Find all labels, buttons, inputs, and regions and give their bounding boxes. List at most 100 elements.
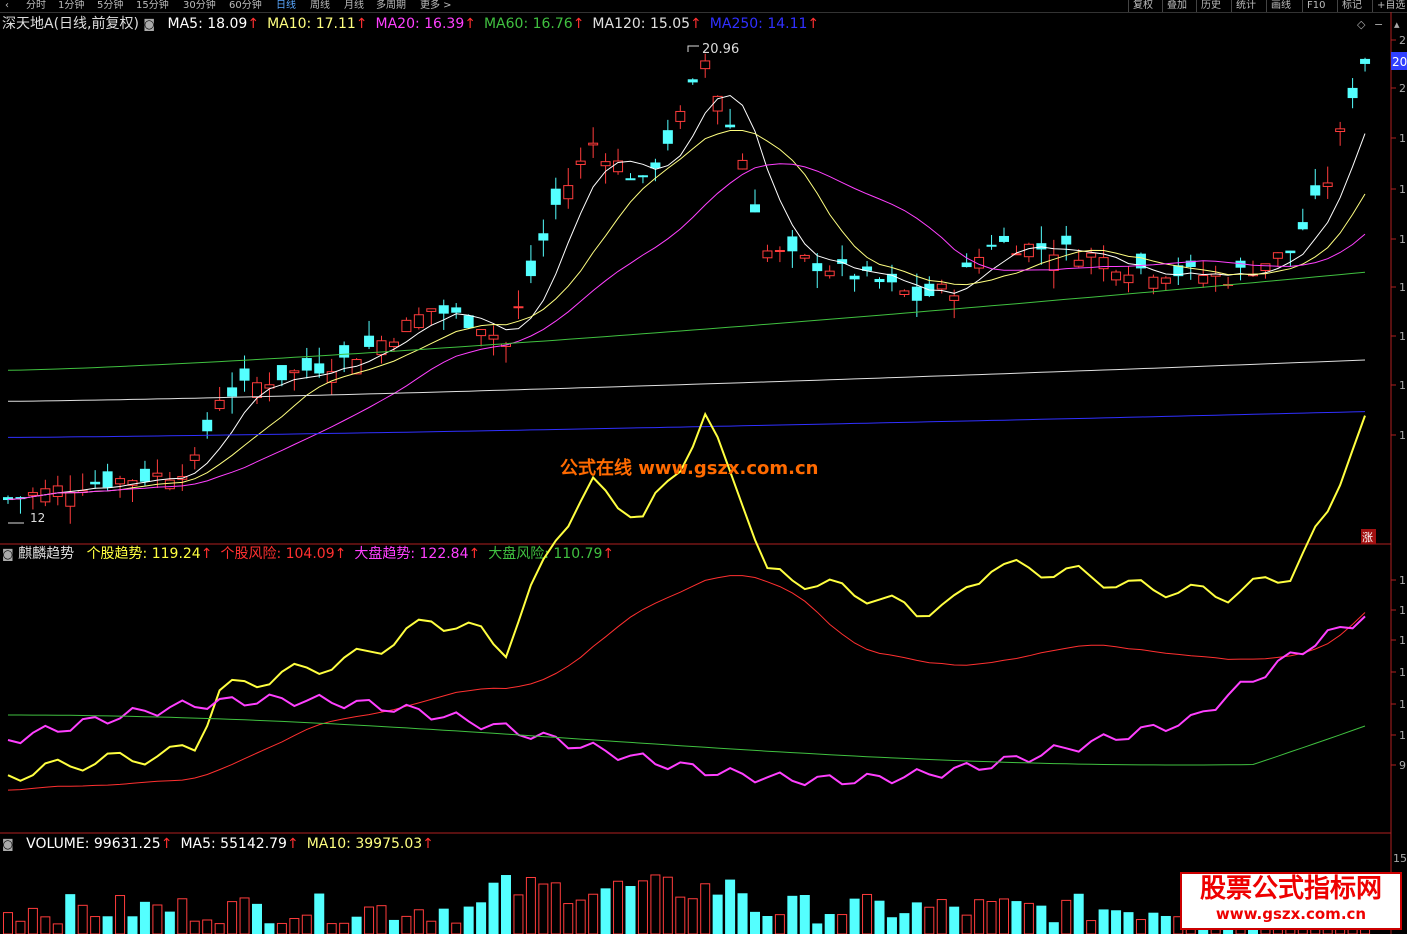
tab-8[interactable]: 月线 bbox=[344, 0, 364, 11]
indicator-axis-mark: 1 bbox=[1399, 698, 1406, 711]
volume-bar bbox=[264, 923, 275, 934]
tab-6[interactable]: 日线 bbox=[276, 0, 296, 11]
candle-body bbox=[1360, 58, 1371, 64]
up-arrow-icon: ↑ bbox=[422, 836, 434, 852]
candle-body bbox=[1111, 271, 1122, 281]
toolbar-button-4[interactable]: 画线 bbox=[1266, 0, 1295, 12]
indicator-axis-mark: 9 bbox=[1399, 759, 1406, 772]
collapse-icon[interactable]: ◙ bbox=[2, 837, 14, 851]
watermark-corner-url: www.gszx.com.cn bbox=[1215, 905, 1367, 923]
tab-0[interactable]: 分时 bbox=[26, 0, 46, 11]
candle-body bbox=[289, 370, 300, 374]
volume-bar bbox=[899, 913, 910, 934]
ma-lines bbox=[7, 94, 1366, 500]
toolbar-button-3[interactable]: 统计 bbox=[1231, 0, 1260, 12]
volume-bar bbox=[774, 914, 785, 934]
candle-body bbox=[874, 278, 885, 283]
toolbar-button-5[interactable]: F10 bbox=[1302, 0, 1329, 12]
toolbar-button-2[interactable]: 历史 bbox=[1196, 0, 1225, 12]
indicator-axis-mark: 1 bbox=[1399, 634, 1406, 647]
up-arrow-icon: ↑ bbox=[200, 546, 213, 562]
candle-body bbox=[1086, 252, 1097, 258]
volume-bar bbox=[139, 901, 150, 934]
toolbar-button-7[interactable]: +自选 bbox=[1372, 0, 1407, 12]
up-arrow-icon: ↑ bbox=[334, 546, 347, 562]
volume-bar bbox=[252, 903, 262, 934]
volume-bar bbox=[90, 916, 101, 934]
candle-body bbox=[750, 204, 760, 213]
candle-body bbox=[1322, 182, 1333, 187]
volume-bar bbox=[339, 922, 350, 934]
toolbar-button-1[interactable]: 叠加 bbox=[1162, 0, 1191, 12]
tab-4[interactable]: 30分钟 bbox=[183, 0, 216, 11]
volume-bar bbox=[837, 914, 848, 934]
indicator-axis-mark: 1 bbox=[1399, 604, 1406, 617]
volume-bar bbox=[177, 898, 188, 934]
up-arrow-icon: ↑ bbox=[286, 836, 299, 852]
watermark-corner-title: 股票公式指标网 bbox=[1199, 874, 1382, 904]
tab-3[interactable]: 15分钟 bbox=[136, 0, 169, 11]
tab-5[interactable]: 60分钟 bbox=[229, 0, 262, 11]
candle-body bbox=[27, 492, 38, 496]
candle-body bbox=[787, 236, 798, 252]
candle-body bbox=[426, 308, 437, 312]
candle-body bbox=[1123, 274, 1134, 284]
price-axis-mark: 1 bbox=[1399, 330, 1406, 343]
volume-bar bbox=[750, 911, 760, 934]
candle-body bbox=[862, 266, 873, 271]
candle-body bbox=[824, 270, 835, 277]
toolbar-button-0[interactable]: 复权 bbox=[1128, 0, 1157, 12]
volume-bar bbox=[986, 900, 997, 934]
volume-bar bbox=[463, 906, 474, 934]
toolbar-button-6[interactable]: 标记 bbox=[1337, 0, 1366, 12]
candle-body bbox=[3, 497, 13, 501]
watermark-center: 公式在线 www.gszx.com.cn bbox=[560, 458, 819, 479]
minus-icon[interactable]: − bbox=[1374, 18, 1383, 31]
candle-body bbox=[762, 250, 773, 259]
back-arrow-icon[interactable]: ‹ bbox=[5, 0, 9, 11]
watermark-corner: 股票公式指标网 www.gszx.com.cn bbox=[1180, 872, 1402, 930]
candle-body bbox=[1160, 277, 1171, 284]
volume-bar bbox=[662, 876, 673, 934]
up-arrow-icon: ↑ bbox=[160, 836, 173, 852]
candle-body bbox=[1285, 250, 1296, 254]
volume-bar bbox=[1073, 893, 1084, 934]
volume-bar bbox=[675, 896, 686, 934]
candle-body bbox=[974, 256, 985, 269]
volume-bar bbox=[1061, 899, 1072, 934]
scroll-up-icon[interactable]: ▴ bbox=[1394, 18, 1400, 31]
tab-10[interactable]: 更多 > bbox=[420, 0, 452, 11]
up-arrow-icon: ↑ bbox=[468, 546, 481, 562]
tab-9[interactable]: 多周期 bbox=[376, 0, 406, 11]
volume-bar bbox=[314, 893, 325, 934]
volume-bar bbox=[127, 916, 138, 934]
tab-7[interactable]: 周线 bbox=[310, 0, 330, 11]
candle-body bbox=[886, 273, 897, 283]
indicator-name[interactable]: 麒麟趋势 bbox=[18, 546, 75, 562]
volume-bar bbox=[376, 905, 387, 934]
limit-up-badge: 涨 bbox=[1362, 531, 1373, 544]
candle-body bbox=[1347, 87, 1358, 99]
candle-body bbox=[1036, 243, 1047, 250]
candle-body bbox=[725, 124, 736, 128]
collapse-icon[interactable]: ◙ bbox=[143, 17, 156, 31]
volume-bar bbox=[762, 916, 773, 934]
collapse-icon[interactable]: ◙ bbox=[2, 547, 14, 561]
candle-body bbox=[613, 160, 624, 173]
volume-bar bbox=[301, 914, 312, 934]
volume-bar bbox=[401, 915, 412, 934]
tab-1[interactable]: 1分钟 bbox=[58, 0, 85, 11]
stock-title[interactable]: 深天地A bbox=[2, 16, 54, 32]
candle-body bbox=[550, 188, 561, 205]
volume-bar bbox=[550, 882, 561, 934]
tab-2[interactable]: 5分钟 bbox=[97, 0, 124, 11]
candle-body bbox=[438, 305, 449, 314]
volume-bar bbox=[787, 895, 798, 934]
diamond-icon[interactable]: ◇ bbox=[1357, 18, 1366, 31]
volume-bar bbox=[476, 902, 487, 934]
volume-bar bbox=[364, 906, 375, 934]
volume-bar bbox=[52, 923, 63, 934]
volume-bar bbox=[164, 911, 175, 934]
volume-bar bbox=[637, 880, 648, 934]
